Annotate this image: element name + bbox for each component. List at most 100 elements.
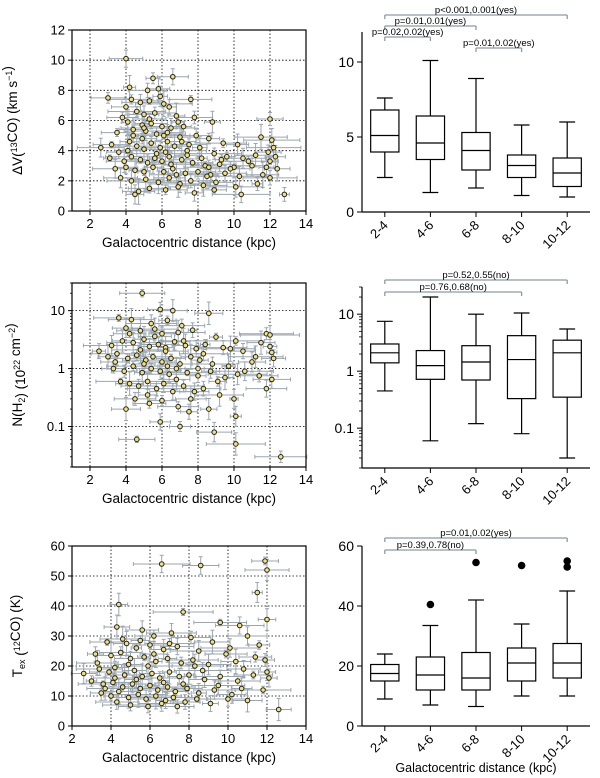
data-point bbox=[110, 679, 116, 686]
data-point bbox=[186, 672, 192, 678]
y-tick-label: 1 bbox=[58, 361, 65, 376]
data-point bbox=[234, 678, 241, 684]
data-point bbox=[173, 376, 180, 383]
grid-lines bbox=[72, 283, 306, 467]
y-tick-label: 0 bbox=[58, 719, 65, 734]
y-axis-title-part: −2 bbox=[7, 328, 17, 338]
outlier-point bbox=[472, 558, 480, 567]
data-point bbox=[194, 696, 200, 702]
data-point bbox=[157, 306, 163, 313]
data-point bbox=[188, 96, 194, 103]
y-axis-title: Tex (12CO) (K) bbox=[8, 595, 28, 678]
data-point bbox=[130, 126, 136, 133]
data-point bbox=[206, 310, 212, 317]
data-point bbox=[164, 655, 171, 662]
data-point bbox=[177, 423, 183, 430]
data-point bbox=[121, 368, 127, 375]
data-point bbox=[137, 99, 144, 106]
x-tick-label: 4 bbox=[122, 472, 129, 487]
data-point bbox=[119, 636, 126, 642]
significance-bracket: p=0.39,0.78(no) bbox=[384, 540, 477, 554]
data-point bbox=[189, 327, 196, 333]
data-point bbox=[216, 161, 223, 168]
scatter-panel-velocity-width: 2 4 6 8 10 12 14 0 2 4 6 8 10 12 Galactocentric distan… bbox=[0, 23, 313, 251]
data-point bbox=[195, 373, 201, 379]
data-point bbox=[128, 96, 135, 103]
data-point bbox=[170, 165, 176, 172]
data-point bbox=[112, 359, 118, 365]
data-point bbox=[240, 155, 246, 162]
data-point bbox=[274, 165, 281, 172]
data-point bbox=[233, 413, 239, 420]
y-axis-title-part: 22 bbox=[12, 360, 22, 370]
data-point bbox=[234, 371, 241, 377]
y-tick-label: 50 bbox=[51, 569, 65, 584]
y-tick-label: 10 bbox=[51, 303, 65, 318]
data-point bbox=[151, 651, 157, 657]
data-point bbox=[166, 175, 172, 181]
y-tick-label: 0.1 bbox=[335, 420, 355, 436]
data-point bbox=[215, 378, 221, 385]
data-point bbox=[134, 108, 140, 115]
y-tick-label: 12 bbox=[51, 23, 65, 38]
data-point bbox=[195, 168, 201, 175]
data-point bbox=[166, 669, 173, 675]
data-point bbox=[168, 161, 174, 168]
data-point bbox=[148, 140, 154, 146]
data-point bbox=[195, 365, 201, 372]
data-point bbox=[127, 655, 134, 662]
data-point bbox=[211, 687, 218, 693]
data-point bbox=[264, 567, 270, 573]
data-point bbox=[170, 73, 176, 80]
box-panel-velocity-width: 0 5 10 2-4 4-6 6-8 8-10 10-12 p<0.001,0.001(yes)… bbox=[338, 5, 590, 252]
data-point bbox=[105, 353, 111, 360]
data-point bbox=[206, 406, 212, 412]
data-point bbox=[197, 562, 204, 569]
box-iqr bbox=[552, 339, 582, 398]
y-tick-label: 10 bbox=[51, 53, 65, 68]
x-tick-label: 6-8 bbox=[458, 218, 482, 242]
data-point bbox=[135, 188, 142, 195]
data-point bbox=[100, 681, 106, 687]
data-point bbox=[199, 667, 206, 674]
data-point bbox=[197, 144, 203, 151]
data-point bbox=[222, 374, 228, 381]
data-point bbox=[217, 619, 223, 626]
x-tick-label: 2 bbox=[86, 216, 93, 231]
x-axis-title: Galactocentric distance (kpc) bbox=[102, 491, 276, 506]
data-point bbox=[190, 657, 196, 663]
data-point bbox=[245, 158, 252, 165]
data-point bbox=[130, 339, 136, 346]
data-point bbox=[152, 155, 158, 162]
data-point bbox=[225, 363, 232, 369]
data-point bbox=[123, 55, 129, 62]
y-axis-title-part: ) (10 bbox=[13, 370, 28, 398]
data-point bbox=[127, 702, 134, 708]
data-point bbox=[153, 131, 160, 137]
data-point bbox=[88, 678, 95, 684]
data-point bbox=[177, 134, 183, 140]
x-axis-title: Galactocentric distance (kpc) bbox=[102, 235, 276, 250]
significance-label: p=0.39,0.78(no) bbox=[397, 540, 464, 551]
significance-label: p<0.001,0.001(yes) bbox=[435, 5, 517, 16]
data-point bbox=[220, 344, 226, 351]
data-point bbox=[161, 168, 167, 175]
data-point bbox=[96, 666, 103, 672]
data-point bbox=[159, 359, 165, 365]
data-point bbox=[258, 134, 264, 140]
data-point bbox=[264, 669, 270, 675]
box-iqr bbox=[461, 131, 491, 171]
data-point bbox=[152, 326, 158, 332]
y-tick-label: 40 bbox=[338, 598, 354, 614]
box-iqr bbox=[552, 157, 582, 188]
y-tick-label: 10 bbox=[338, 54, 354, 70]
box-10-12 bbox=[552, 328, 582, 459]
data-point bbox=[267, 332, 273, 338]
data-point bbox=[244, 697, 251, 704]
data-point bbox=[179, 138, 185, 145]
data-point bbox=[162, 187, 169, 193]
data-point bbox=[108, 652, 114, 659]
box-iqr bbox=[506, 154, 537, 179]
x-tick-label: 10-12 bbox=[539, 474, 573, 508]
